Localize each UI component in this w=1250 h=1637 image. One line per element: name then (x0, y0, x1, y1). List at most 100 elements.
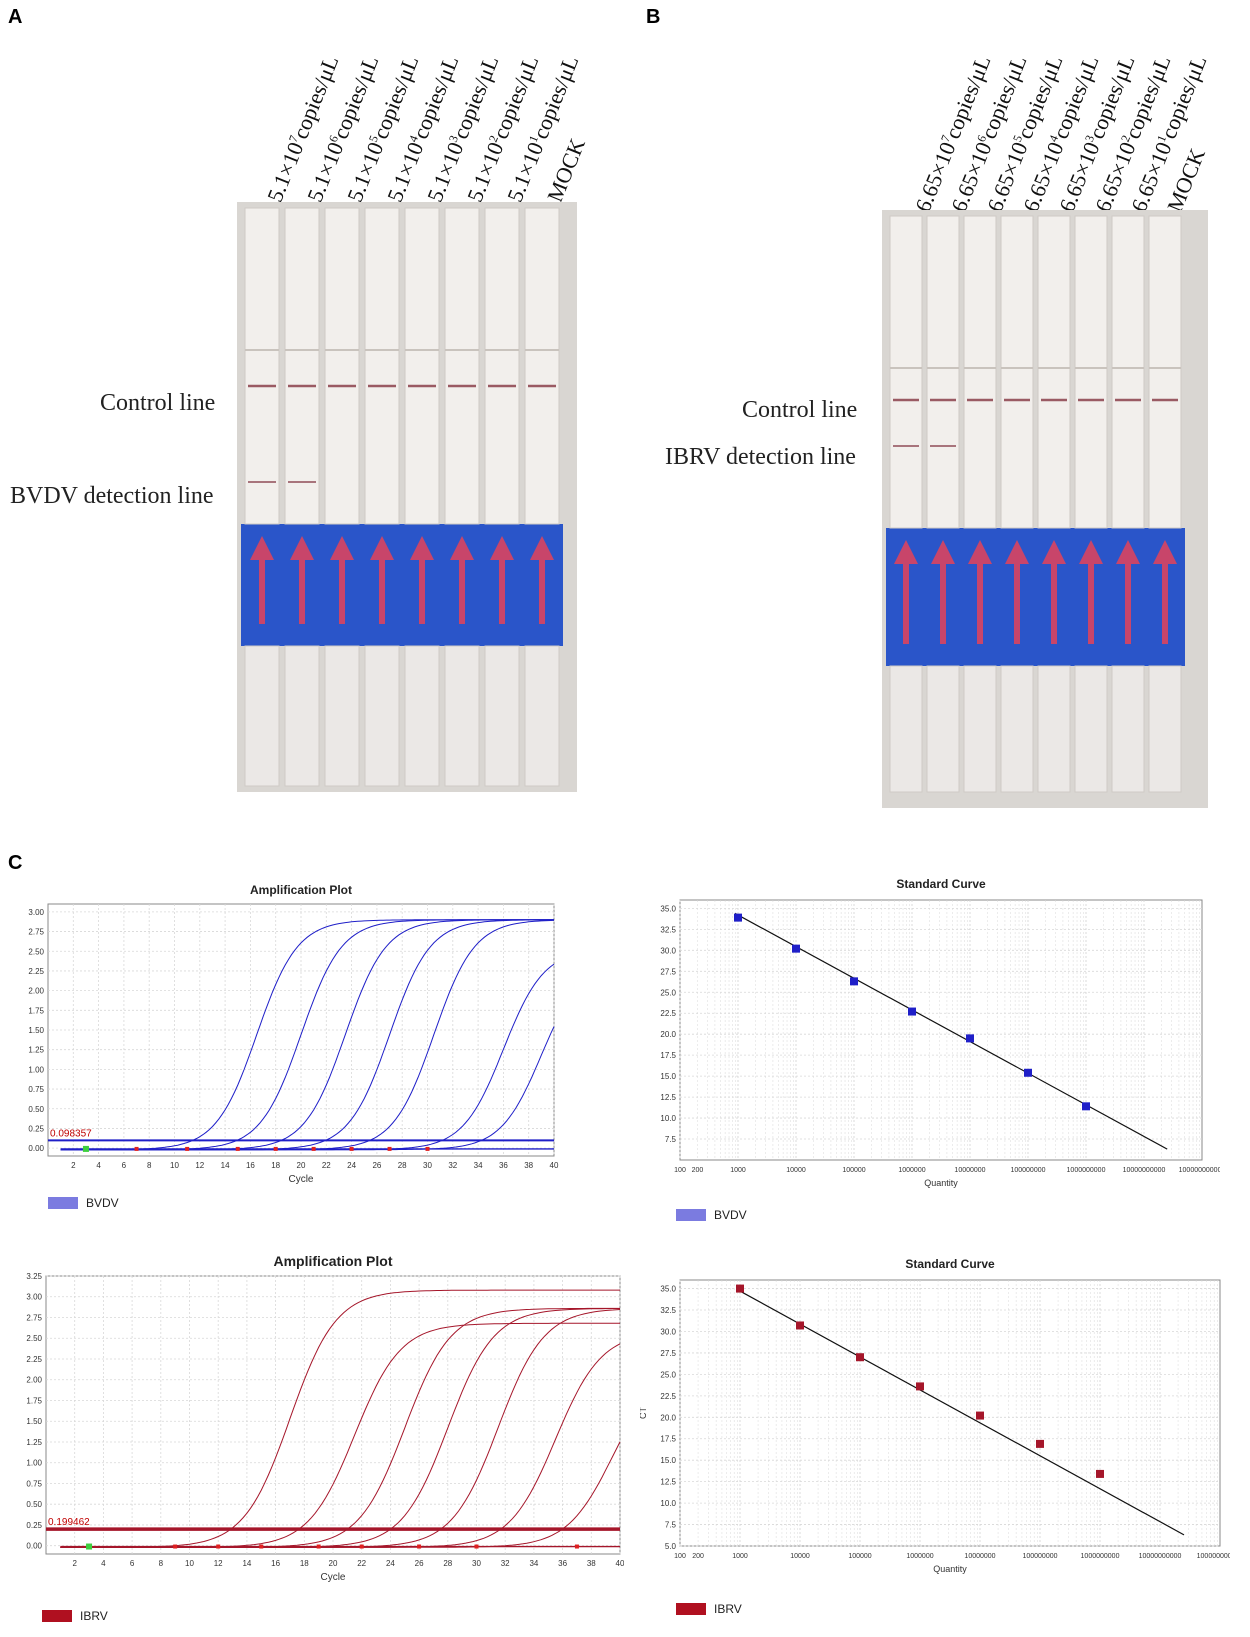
chart-title: Amplification Plot (250, 883, 352, 897)
test-strip (444, 207, 480, 787)
x-axis-label: Cycle (320, 1572, 345, 1582)
blue-sample-pad (886, 528, 1185, 666)
x-tick-label: 24 (386, 1559, 395, 1568)
legend-bvdv-amplification: BVDV (48, 1196, 119, 1210)
x-tick-label: 22 (322, 1161, 331, 1170)
x-tick-label: 100000000 (1010, 1167, 1045, 1174)
x-tick-label: 200 (692, 1167, 704, 1174)
x-tick-label: 10000000 (954, 1167, 985, 1174)
strip-photo-a-svg (237, 202, 577, 792)
arrow-shaft (539, 552, 545, 624)
strip-membrane (484, 207, 520, 525)
panel-letter-a: A (8, 6, 23, 28)
x-tick-label: 6 (122, 1161, 127, 1170)
strip-membrane (1111, 215, 1145, 529)
x-tick-label: 18 (271, 1161, 280, 1170)
strip-membrane (889, 215, 923, 529)
y-tick-label: 3.00 (28, 908, 44, 917)
y-tick-label: 0.75 (26, 1479, 42, 1488)
strip-membrane (926, 215, 960, 529)
standard-point (736, 1284, 744, 1293)
x-tick-label: 26 (372, 1161, 381, 1170)
x-tick-label: 1000000000 (1081, 1553, 1120, 1560)
ct-marker (574, 1544, 579, 1549)
x-tick-label: 40 (616, 1559, 624, 1568)
y-tick-label: 1.25 (28, 1046, 44, 1055)
arrow-head (530, 536, 554, 560)
fit-line (734, 912, 1168, 1150)
ct-marker (359, 1544, 364, 1549)
y-tick-label: 2.75 (28, 928, 44, 937)
test-strip (404, 207, 440, 787)
amplification-curve (60, 1441, 621, 1548)
y-tick-label: 3.25 (26, 1272, 42, 1281)
strip-absorbent-pad (926, 665, 960, 793)
x-axis-label: Quantity (924, 1178, 958, 1188)
y-tick-label: 2.00 (26, 1376, 42, 1385)
plot-area (679, 1279, 1221, 1547)
y-tick-label: 25.0 (660, 988, 676, 997)
y-tick-label: 0.25 (26, 1521, 42, 1530)
standard-curve-ibrv: Standard Curve 100 200 1000 10000 100000 10000… (640, 1257, 1230, 1574)
x-tick-label: 100000 (848, 1553, 871, 1560)
x-tick-label: 38 (587, 1559, 596, 1568)
standard-point (856, 1353, 864, 1362)
x-tick-label: 14 (242, 1559, 251, 1568)
x-tick-label: 14 (221, 1161, 230, 1170)
strip-absorbent-pad (284, 645, 320, 787)
y-tick-label: 1.00 (28, 1065, 44, 1074)
standard-point (734, 913, 742, 922)
chart-title: Standard Curve (896, 877, 986, 891)
y-tick-label: 2.00 (28, 987, 44, 996)
strip-membrane (244, 207, 280, 525)
x-tick-label: 22 (357, 1559, 366, 1568)
y-axis-label: ΔRn (14, 1406, 16, 1424)
arrow-shaft (1051, 556, 1057, 644)
y-tick-label: 0.75 (28, 1085, 44, 1094)
standard-point (966, 1034, 974, 1043)
y-tick-label: 10.0 (660, 1114, 676, 1123)
x-tick-label: 10000000000 (1139, 1553, 1182, 1560)
y-tick-label: 0.00 (26, 1542, 42, 1551)
detection-line-label-a: BVDV detection line (10, 483, 214, 509)
legend-label: BVDV (714, 1208, 747, 1222)
y-tick-label: 3.00 (26, 1293, 42, 1302)
standard-point (792, 944, 800, 953)
standard-point (1082, 1102, 1090, 1111)
strip-membrane (1037, 215, 1071, 529)
arrow-head (931, 540, 955, 564)
strip-absorbent-pad (963, 665, 997, 793)
y-tick-label: 17.5 (660, 1435, 676, 1444)
y-tick-label: 32.5 (660, 1306, 676, 1315)
x-tick-label: 36 (499, 1161, 508, 1170)
x-tick-label: 12 (195, 1161, 204, 1170)
x-tick-label: 20 (329, 1559, 338, 1568)
y-tick-label: 17.5 (660, 1051, 676, 1060)
y-tick-label: 1.25 (26, 1438, 42, 1447)
ct-marker (259, 1544, 264, 1549)
arrow-head (330, 536, 354, 560)
x-tick-label: 34 (529, 1559, 538, 1568)
test-strip (889, 215, 923, 793)
strip-membrane (1000, 215, 1034, 529)
legend-label: BVDV (86, 1196, 119, 1210)
strip-absorbent-pad (889, 665, 923, 793)
x-tick-label: 10 (185, 1559, 194, 1568)
ct-marker (273, 1146, 278, 1151)
x-tick-label: 32 (448, 1161, 457, 1170)
strip-photo-b (882, 210, 1208, 808)
legend-label: IBRV (80, 1609, 108, 1623)
standard-curve-bvdv: Standard Curve 100 200 1000 10000 100000 10000… (660, 877, 1220, 1188)
arrow-shaft (339, 552, 345, 624)
y-tick-label: 0.50 (26, 1500, 42, 1509)
strip-membrane (524, 207, 560, 525)
x-tick-label: 100000000000 (1179, 1167, 1220, 1174)
strip-membrane (444, 207, 480, 525)
arrow-head (1116, 540, 1140, 564)
x-tick-label: 100 (674, 1553, 686, 1560)
strip-absorbent-pad (1148, 665, 1182, 793)
arrow-shaft (1088, 556, 1094, 644)
x-tick-label: 8 (147, 1161, 152, 1170)
test-strip (484, 207, 520, 787)
arrow-head (290, 536, 314, 560)
